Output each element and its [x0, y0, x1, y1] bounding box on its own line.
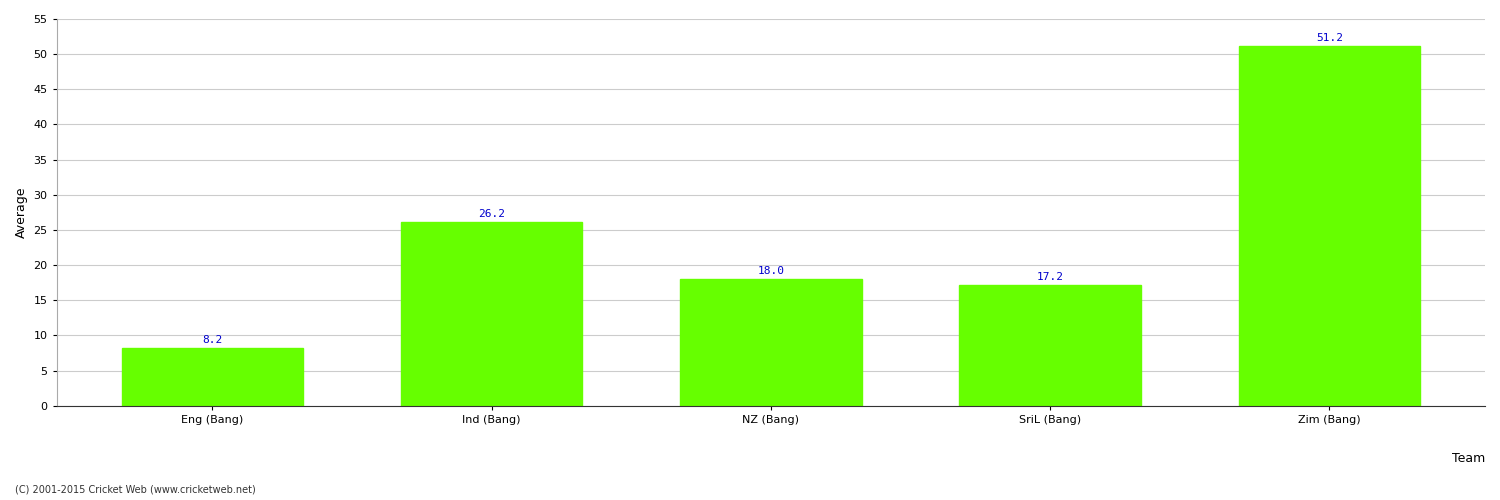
- Bar: [960, 285, 1142, 406]
- Text: Team: Team: [1452, 452, 1485, 465]
- Text: 51.2: 51.2: [1316, 33, 1342, 43]
- Bar: [122, 348, 303, 406]
- Text: 18.0: 18.0: [758, 266, 784, 276]
- Text: 26.2: 26.2: [478, 208, 506, 218]
- Bar: [1239, 46, 1420, 406]
- Text: 17.2: 17.2: [1036, 272, 1064, 282]
- Bar: [680, 279, 861, 406]
- Y-axis label: Average: Average: [15, 186, 28, 238]
- Bar: [400, 222, 582, 406]
- Text: (C) 2001-2015 Cricket Web (www.cricketweb.net): (C) 2001-2015 Cricket Web (www.cricketwe…: [15, 485, 255, 495]
- Text: 8.2: 8.2: [202, 336, 222, 345]
